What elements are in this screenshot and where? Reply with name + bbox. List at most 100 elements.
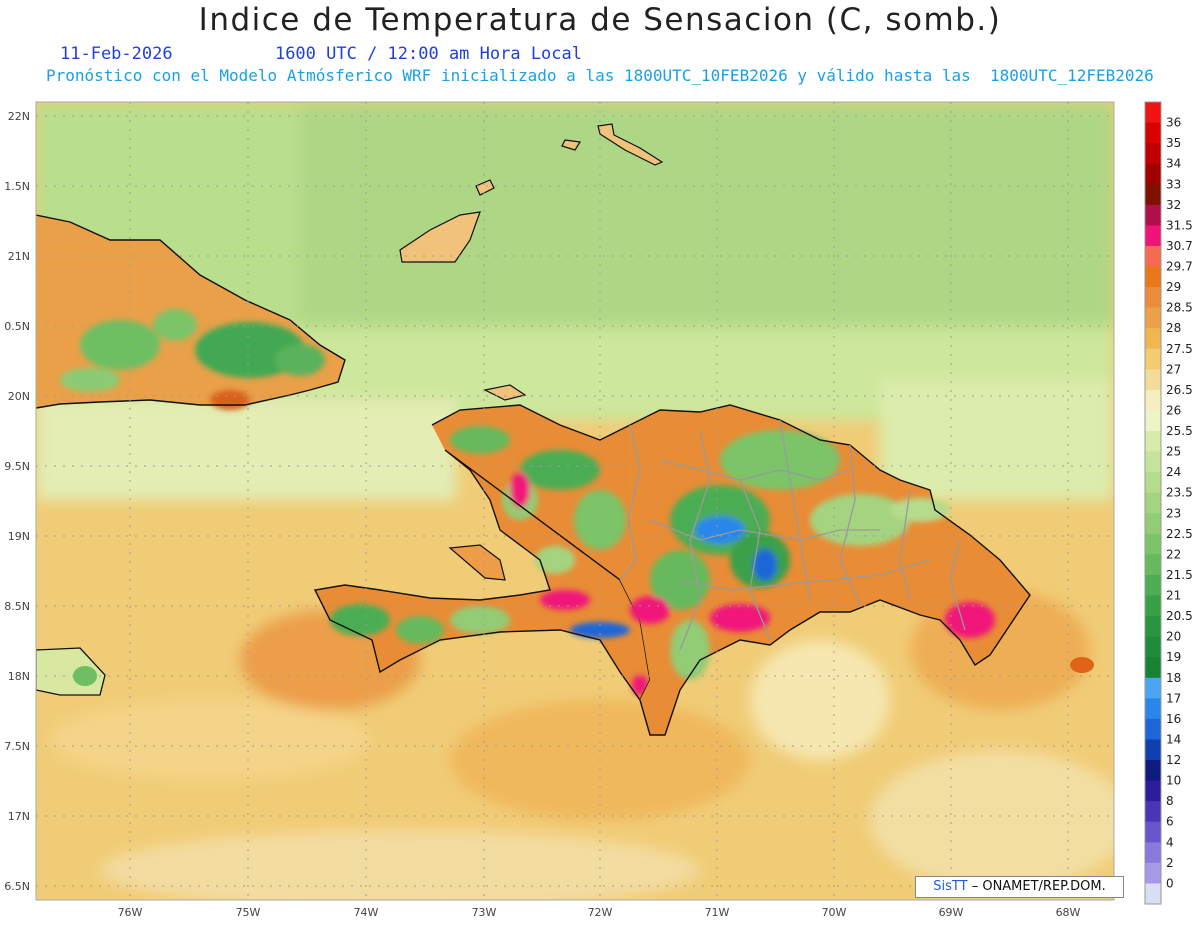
bahamas-islands <box>399 123 664 401</box>
map-title: Indice de Temperatura de Sensacion (C, s… <box>198 2 1002 38</box>
color-swatch <box>1145 595 1161 617</box>
haiti-landmass <box>313 404 651 702</box>
lat-label: 20N <box>8 390 30 403</box>
latitude-axis: 22N 1.5N 21N 0.5N 20N 9.5N 19N 8.5N 18N … <box>4 110 30 893</box>
color-bar-label: 33 <box>1166 177 1181 191</box>
forecast-date: 11-Feb-2026 <box>60 44 173 64</box>
color-swatch <box>1145 657 1161 679</box>
color-bar-label: 27.5 <box>1166 342 1193 356</box>
color-bar-label: 22 <box>1166 547 1181 561</box>
color-bar-label: 32 <box>1166 198 1181 212</box>
lon-label: 70W <box>822 906 847 919</box>
color-bar-label: 35 <box>1166 136 1181 150</box>
color-swatch <box>1145 533 1161 555</box>
color-bar-label: 28 <box>1166 321 1181 335</box>
lat-label: 17N <box>8 810 30 823</box>
color-bar-label: 20 <box>1166 630 1181 644</box>
lat-label: 1.5N <box>4 180 30 193</box>
color-swatch <box>1145 718 1161 740</box>
color-bar-label: 0 <box>1166 876 1174 890</box>
lon-label: 75W <box>236 906 261 919</box>
color-swatch <box>1145 780 1161 802</box>
color-bar-label: 25.5 <box>1166 424 1193 438</box>
color-swatch <box>1145 883 1161 905</box>
color-swatch <box>1145 842 1161 864</box>
color-bar-label: 4 <box>1166 835 1174 849</box>
color-swatch <box>1145 574 1161 597</box>
color-swatch <box>1145 801 1161 823</box>
color-bar-label: 18 <box>1166 671 1181 685</box>
color-bar-label: 22.5 <box>1166 527 1193 541</box>
color-swatch <box>1145 492 1161 514</box>
color-swatch <box>1145 328 1161 350</box>
credit-box: SisTT – ONAMET/REP.DOM. <box>915 876 1124 898</box>
color-swatch <box>1145 472 1161 494</box>
color-swatch <box>1145 513 1161 535</box>
color-swatch <box>1145 245 1161 268</box>
color-scale-legend: 363534333231.530.729.72928.52827.52726.5… <box>1144 101 1193 905</box>
lat-label: 19N <box>8 530 30 543</box>
color-bar-label: 25 <box>1166 445 1181 459</box>
color-bar-label: 24 <box>1166 465 1181 479</box>
color-swatch <box>1145 225 1161 247</box>
color-swatch <box>1145 389 1161 411</box>
color-bar-label: 27 <box>1166 362 1181 376</box>
color-swatch <box>1145 636 1161 658</box>
lat-label: 6.5N <box>4 880 30 893</box>
color-swatch <box>1145 431 1161 453</box>
longitude-axis: 76W 75W 74W 73W 72W 71W 70W 69W 68W <box>118 906 1081 919</box>
color-swatch <box>1145 821 1161 843</box>
color-bar-label: 10 <box>1166 774 1181 788</box>
lon-label: 76W <box>118 906 143 919</box>
color-swatch <box>1145 348 1161 370</box>
color-bar-frame <box>1144 101 1162 905</box>
lon-label: 68W <box>1056 906 1081 919</box>
color-swatch <box>1145 554 1161 576</box>
lat-label: 21N <box>8 250 30 263</box>
color-swatch <box>1145 307 1161 329</box>
color-bar-label: 36 <box>1166 116 1181 130</box>
color-swatch <box>1145 862 1161 884</box>
color-swatch <box>1145 760 1161 782</box>
lon-label: 73W <box>472 906 497 919</box>
lat-label: 22N <box>8 110 30 123</box>
lat-label: 8.5N <box>4 600 30 613</box>
forecast-hour: 1600 UTC / 12:00 am Hora Local <box>274 44 582 64</box>
color-bar-label: 20.5 <box>1166 609 1193 623</box>
sis-pi-logo: SisTT <box>933 879 968 894</box>
color-bar-label: 14 <box>1166 732 1181 746</box>
color-swatch <box>1145 122 1161 144</box>
color-bar-label: 29 <box>1166 280 1181 294</box>
lon-label: 69W <box>939 906 964 919</box>
color-bar-label: 19 <box>1166 650 1181 664</box>
lat-label: 9.5N <box>4 460 30 473</box>
map-frame <box>35 101 1115 901</box>
color-bar-label: 30.7 <box>1166 239 1193 253</box>
color-bar-label: 21.5 <box>1166 568 1193 582</box>
color-swatch <box>1145 739 1161 761</box>
color-swatch <box>1145 143 1161 165</box>
color-swatch <box>1145 616 1161 638</box>
puerto-rico-hotspot <box>1070 657 1094 673</box>
color-bar-label: 31.5 <box>1166 218 1193 232</box>
dominican-republic-landmass <box>619 404 1031 736</box>
color-bar-label: 29.7 <box>1166 260 1193 274</box>
color-bar-label: 17 <box>1166 691 1181 705</box>
credit-text: ONAMET/REP.DOM. <box>978 879 1106 894</box>
lon-label: 71W <box>705 906 730 919</box>
lat-label: 7.5N <box>4 740 30 753</box>
lat-label: 0.5N <box>4 320 30 333</box>
cuba-landmass <box>36 214 346 410</box>
color-bar-label: 2 <box>1166 856 1174 870</box>
color-bar-label: 16 <box>1166 712 1181 726</box>
color-bar-label: 8 <box>1166 794 1174 808</box>
forecast-time: 11-Feb-2026 1600 UTC / 12:00 am Hora Loc… <box>60 44 582 64</box>
color-bar-label: 28.5 <box>1166 301 1193 315</box>
color-swatch <box>1145 677 1161 699</box>
color-swatch <box>1145 102 1161 124</box>
color-bar-label: 26.5 <box>1166 383 1193 397</box>
color-swatch <box>1145 369 1161 391</box>
color-swatch <box>1145 451 1161 473</box>
lon-label: 74W <box>354 906 379 919</box>
